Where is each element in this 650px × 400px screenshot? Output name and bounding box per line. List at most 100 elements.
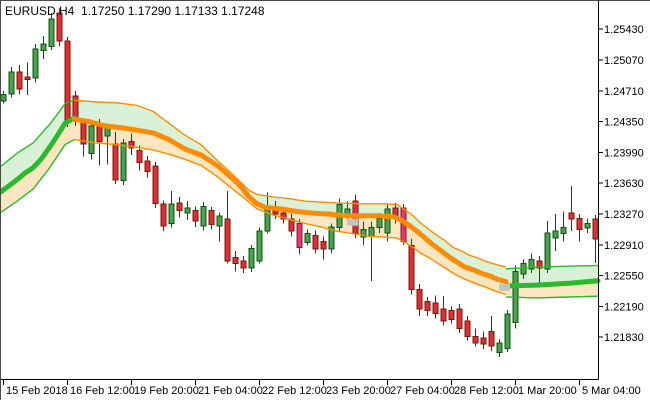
candle: [560, 227, 567, 235]
candle: [248, 247, 255, 269]
candle: [72, 95, 79, 119]
candle: [200, 205, 207, 227]
candle: [208, 210, 215, 225]
band-lower-line: [1, 138, 75, 213]
band-lower-line: [505, 295, 599, 299]
candle: [160, 203, 167, 227]
candles-series: [1, 8, 599, 357]
candle: [192, 210, 199, 222]
candle: [440, 308, 447, 322]
candle: [544, 232, 551, 270]
candle: [232, 257, 239, 265]
candle: [424, 300, 431, 312]
price-tick-label: 1.22550: [604, 271, 644, 283]
band-lower-line: [73, 138, 507, 296]
candle: [216, 215, 223, 227]
price-tick-label: 1.21830: [604, 332, 644, 344]
candle: [408, 245, 415, 290]
band-upper-line: [505, 264, 599, 270]
time-axis[interactable]: [1, 378, 650, 400]
candle: [168, 203, 175, 225]
time-tick-label: 19 Feb 20:00: [134, 385, 199, 397]
candle: [568, 212, 575, 220]
candle: [448, 310, 455, 320]
candle: [240, 260, 247, 269]
band-middle-line: [71, 116, 509, 285]
candle: [416, 288, 423, 310]
band-middle-line: [1, 115, 77, 195]
candle: [384, 208, 391, 234]
time-tick-label: 27 Feb 04:00: [390, 385, 455, 397]
candle: [256, 230, 263, 262]
price-tick-label: 1.23270: [604, 209, 644, 221]
candle: [32, 48, 39, 79]
candle: [48, 18, 55, 47]
candle: [472, 335, 479, 344]
candle: [224, 218, 231, 262]
candle: [56, 12, 63, 42]
candle: [184, 207, 191, 214]
price-tick-label: 1.24350: [604, 117, 644, 129]
candle: [504, 313, 511, 349]
band-transition-marker: [499, 283, 510, 291]
candle: [64, 40, 71, 122]
price-tick-label: 1.25430: [604, 24, 644, 36]
candle: [144, 160, 151, 172]
candle: [520, 263, 527, 275]
time-tick-label: 28 Feb 12:00: [454, 385, 519, 397]
candle: [304, 233, 311, 243]
price-axis[interactable]: [597, 1, 650, 379]
time-tick-label: 16 Feb 12:00: [70, 385, 135, 397]
price-tick-label: 1.24710: [604, 86, 644, 98]
candle: [152, 165, 159, 205]
candle: [584, 223, 591, 229]
indicator-band-lines: [1, 99, 601, 299]
candle: [360, 228, 367, 238]
price-tick-label: 1.23630: [604, 178, 644, 190]
candle: [136, 150, 143, 164]
candle: [120, 142, 127, 182]
price-tick-label: 1.23990: [604, 147, 644, 159]
candle: [320, 240, 327, 250]
candle: [328, 226, 335, 250]
candle: [488, 330, 495, 347]
band-upper-line: [73, 99, 507, 268]
band-transition-marker: [347, 218, 358, 226]
band-upper-line: [1, 99, 75, 167]
price-tick-label: 1.22910: [604, 240, 644, 252]
candle: [24, 76, 31, 81]
time-tick-label: 23 Feb 20:00: [326, 385, 391, 397]
axes: 1.25430 1.25070 1.24710 1.24350 1.23990 1.236…: [1, 1, 644, 397]
time-tick-label: 15 Feb 2018: [6, 385, 68, 397]
candle: [376, 217, 383, 229]
candle: [368, 227, 375, 237]
candle: [280, 212, 287, 220]
time-tick-label: 21 Feb 04:00: [198, 385, 263, 397]
candle: [576, 217, 583, 230]
candle: [312, 234, 319, 250]
candle: [464, 320, 471, 337]
chart-symbol-ohlc-readout: EURUSD,H4 1.17250 1.17290 1.17133 1.1724…: [5, 4, 265, 18]
candle: [1, 93, 7, 102]
candle: [176, 202, 183, 212]
time-tick-label: 5 Mar 04:00: [582, 385, 641, 397]
time-tick-label: 1 Mar 20:00: [518, 385, 577, 397]
candle: [552, 230, 559, 239]
candle: [88, 125, 95, 154]
candle: [128, 140, 135, 149]
time-tick-label: 22 Feb 12:00: [262, 385, 327, 397]
price-tick-label: 1.25070: [604, 55, 644, 67]
candle: [112, 143, 119, 181]
band-middle-line: [503, 278, 601, 289]
price-tick-label: 1.22190: [604, 301, 644, 313]
candle: [16, 71, 23, 90]
candle: [8, 71, 15, 95]
candle: [528, 258, 535, 270]
candle: [480, 337, 487, 345]
candle: [296, 223, 303, 248]
candle: [496, 342, 503, 354]
candle: [536, 260, 543, 269]
candle: [456, 308, 463, 330]
